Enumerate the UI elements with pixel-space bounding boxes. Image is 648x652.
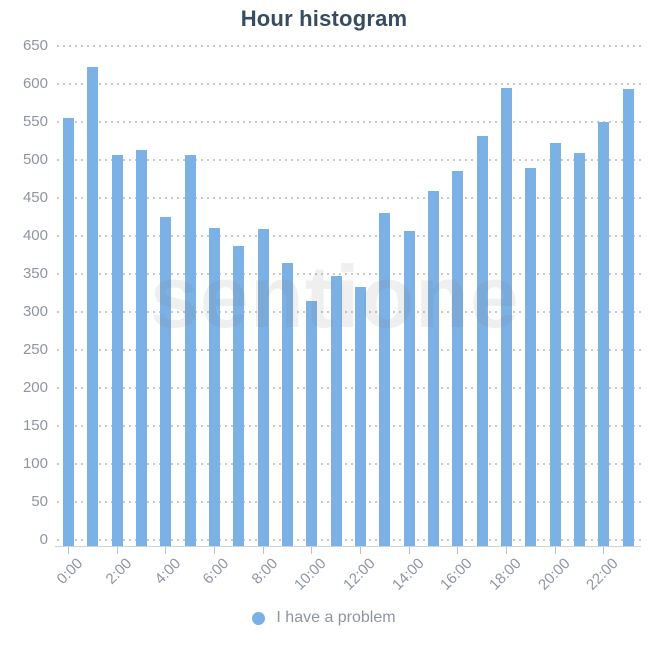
y-axis-tick-label-50: 50 [31, 493, 48, 510]
chart-bar-4:00[interactable] [160, 217, 172, 546]
chart-bar-8:00[interactable] [257, 229, 269, 546]
x-axis-tick-label-8:00: 8:00 [248, 555, 282, 588]
x-axis-line [55, 546, 641, 547]
chart-bar-1:00[interactable] [87, 66, 99, 546]
y-axis-tick-label-350: 350 [22, 265, 48, 282]
x-axis-tick-14:00 [408, 547, 410, 554]
x-axis-tick-label-6:00: 6:00 [199, 555, 233, 588]
chart-bar-15:00[interactable] [428, 191, 439, 546]
chart-bar-14:00[interactable] [403, 230, 415, 546]
x-axis-tick-16:00 [457, 547, 459, 554]
x-axis-tick-18:00 [506, 547, 507, 554]
x-axis-tick-4:00 [165, 547, 167, 554]
chart-bar-10:00[interactable] [306, 300, 318, 546]
x-axis-tick-2:00 [116, 547, 118, 554]
x-axis-tick-label-10:00: 10:00 [291, 555, 330, 594]
chart-bar-11:00[interactable] [330, 275, 342, 546]
chart-bar-3:00[interactable] [136, 150, 147, 546]
y-axis-tick-label-150: 150 [22, 417, 48, 434]
x-axis-tick-22:00 [603, 547, 605, 554]
legend[interactable]: I have a problem [0, 606, 648, 630]
y-axis-tick-label-250: 250 [22, 341, 48, 358]
chart-bar-17:00[interactable] [476, 136, 488, 546]
x-axis-tick-label-16:00: 16:00 [437, 555, 476, 594]
gridline-550 [57, 121, 641, 123]
x-axis-tick-label-14:00: 14:00 [388, 555, 428, 594]
chart-bar-23:00[interactable] [622, 88, 634, 546]
x-axis-tick-0:00 [68, 547, 69, 554]
gridline-150 [57, 425, 641, 427]
gridline-400 [57, 235, 641, 237]
x-axis-tick-label-0:00: 0:00 [53, 555, 87, 588]
chart-bar-12:00[interactable] [355, 286, 366, 546]
x-axis-tick-label-20:00: 20:00 [534, 555, 574, 594]
chart-bar-7:00[interactable] [233, 245, 245, 546]
gridline-0 [57, 539, 641, 541]
y-axis-tick-label-400: 400 [22, 227, 48, 244]
gridline-50 [57, 501, 641, 503]
gridline-250 [57, 349, 641, 351]
chart-bar-2:00[interactable] [111, 154, 123, 546]
x-axis-tick-label-18:00: 18:00 [485, 555, 525, 594]
chart-bar-16:00[interactable] [452, 171, 464, 546]
gridline-300 [57, 311, 641, 313]
y-axis-tick-label-450: 450 [22, 189, 48, 206]
y-axis-tick-label-200: 200 [22, 379, 48, 396]
chart-bar-21:00[interactable] [574, 153, 585, 546]
y-axis-tick-label-300: 300 [22, 303, 48, 320]
gridline-100 [57, 463, 641, 465]
y-axis-tick-label-550: 550 [22, 113, 48, 130]
x-axis-tick-label-12:00: 12:00 [339, 555, 379, 594]
gridline-450 [57, 197, 641, 199]
y-axis-tick-label-650: 650 [22, 37, 48, 54]
x-axis-tick-6:00 [214, 547, 215, 554]
x-axis-tick-12:00 [360, 547, 361, 554]
gridline-200 [57, 387, 641, 389]
chart-bar-18:00[interactable] [501, 87, 512, 546]
gridline-650 [57, 45, 641, 47]
chart-bar-22:00[interactable] [598, 122, 610, 546]
chart-bar-19:00[interactable] [525, 167, 537, 546]
chart-title: Hour histogram [240, 6, 408, 31]
x-axis-tick-20:00 [554, 547, 556, 554]
x-axis-tick-label-22:00: 22:00 [583, 555, 622, 594]
gridline-600 [57, 83, 641, 85]
legend-label: I have a problem [276, 609, 396, 626]
legend-dot-icon [252, 611, 266, 625]
gridline-500 [57, 159, 641, 161]
x-axis-tick-label-2:00: 2:00 [102, 555, 136, 588]
y-axis-tick-label-100: 100 [22, 455, 48, 472]
y-axis-tick-label-0: 0 [39, 531, 48, 548]
gridline-350 [57, 273, 641, 275]
plot-area [57, 45, 641, 546]
y-axis-tick-label-500: 500 [22, 151, 48, 168]
x-axis-tick-10:00 [311, 547, 313, 554]
chart-bar-13:00[interactable] [379, 213, 391, 546]
y-axis-tick-label-600: 600 [22, 75, 48, 92]
chart-bar-6:00[interactable] [209, 228, 220, 546]
x-axis-tick-8:00 [262, 547, 264, 554]
chart-bar-0:00[interactable] [63, 118, 74, 546]
chart-bar-9:00[interactable] [282, 262, 293, 546]
chart-bar-5:00[interactable] [184, 155, 196, 546]
x-axis-tick-label-4:00: 4:00 [151, 555, 184, 588]
chart-bar-20:00[interactable] [549, 143, 561, 546]
